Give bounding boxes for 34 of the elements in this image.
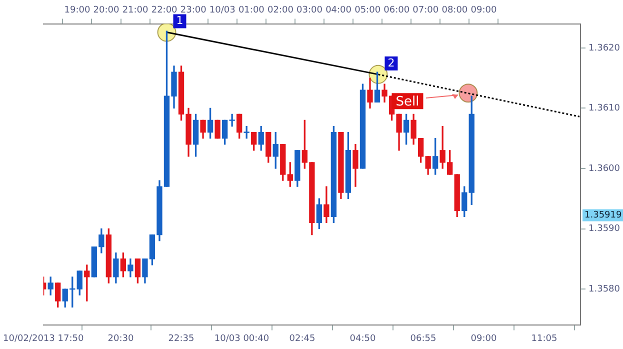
text: 1.35919 bbox=[584, 210, 622, 221]
y-tick-label: 1.3610 bbox=[588, 104, 620, 114]
x-tick-label: 22:35 bbox=[168, 334, 194, 344]
x2-tick-label: 07:00 bbox=[412, 6, 439, 16]
x2-tick-label: 23:00 bbox=[180, 6, 207, 16]
x2-tick-label: 05:00 bbox=[354, 6, 381, 16]
y-tick-label: 1.3580 bbox=[588, 284, 620, 294]
annotation: Sell bbox=[396, 94, 420, 110]
x2-tick-label: 19:00 bbox=[64, 6, 90, 16]
x-tick-label: 10/02/2013 17:50 bbox=[3, 334, 84, 344]
x2-tick-label: 21:00 bbox=[122, 6, 149, 16]
x2-tick-label: 22:00 bbox=[151, 6, 178, 16]
x2-tick-label: 03:00 bbox=[296, 6, 323, 16]
x2-tick-label: 10/03 bbox=[209, 6, 236, 16]
x-tick-label: 04:50 bbox=[350, 334, 376, 344]
x2-tick-label: 08:00 bbox=[442, 6, 468, 16]
y-tick-label: 1.3620 bbox=[588, 43, 620, 54]
x2-tick-label: 02:00 bbox=[267, 6, 294, 16]
x-tick-label: 02:45 bbox=[289, 334, 316, 344]
x-tick-label: 20:30 bbox=[108, 334, 134, 344]
annotation: 1 bbox=[176, 14, 184, 28]
x2-tick-label: 01:00 bbox=[238, 6, 265, 16]
x-tick-label: 06:55 bbox=[410, 334, 436, 344]
point bbox=[458, 84, 478, 103]
x-tick-label: 10/03 00:40 bbox=[214, 334, 270, 344]
x-tick-label: 09:00 bbox=[470, 334, 497, 344]
x-tick-label: 11:05 bbox=[531, 334, 558, 344]
x2-tick-label: 09:00 bbox=[470, 6, 497, 16]
x2-tick-label: 06:00 bbox=[384, 6, 410, 16]
x2-tick-label: 04:00 bbox=[326, 6, 352, 16]
x2-tick-label: 20:00 bbox=[93, 6, 120, 16]
y-tick-label: 1.3590 bbox=[588, 224, 620, 234]
y-tick-label: 1.3600 bbox=[588, 164, 620, 174]
annotation: 2 bbox=[388, 56, 395, 70]
